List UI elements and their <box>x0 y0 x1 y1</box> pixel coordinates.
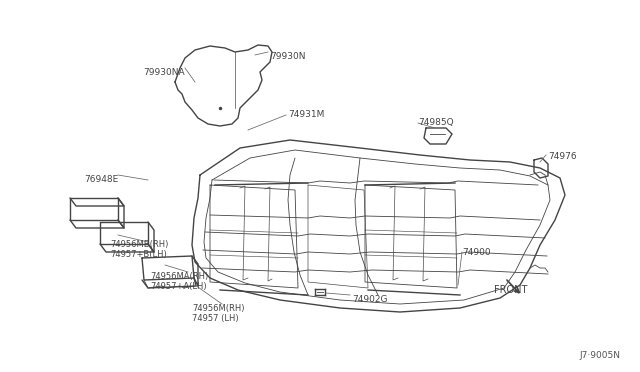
Text: 74900: 74900 <box>462 248 491 257</box>
Text: J7·9005N: J7·9005N <box>579 351 620 360</box>
Text: 76948E: 76948E <box>84 175 118 184</box>
Text: 79930N: 79930N <box>270 52 305 61</box>
Text: 74956MA(RH)
74957+A(LH): 74956MA(RH) 74957+A(LH) <box>150 272 208 291</box>
Text: 74976: 74976 <box>548 152 577 161</box>
Text: 74931M: 74931M <box>288 110 324 119</box>
Text: 74956M(RH)
74957 (LH): 74956M(RH) 74957 (LH) <box>192 304 244 323</box>
Text: 79930NA: 79930NA <box>143 68 185 77</box>
Text: FRONT: FRONT <box>494 285 527 295</box>
Text: 74902G: 74902G <box>352 295 387 304</box>
Text: 74956MB(RH)
74957+B(LH): 74956MB(RH) 74957+B(LH) <box>110 240 168 259</box>
Text: 74985Q: 74985Q <box>418 118 454 127</box>
